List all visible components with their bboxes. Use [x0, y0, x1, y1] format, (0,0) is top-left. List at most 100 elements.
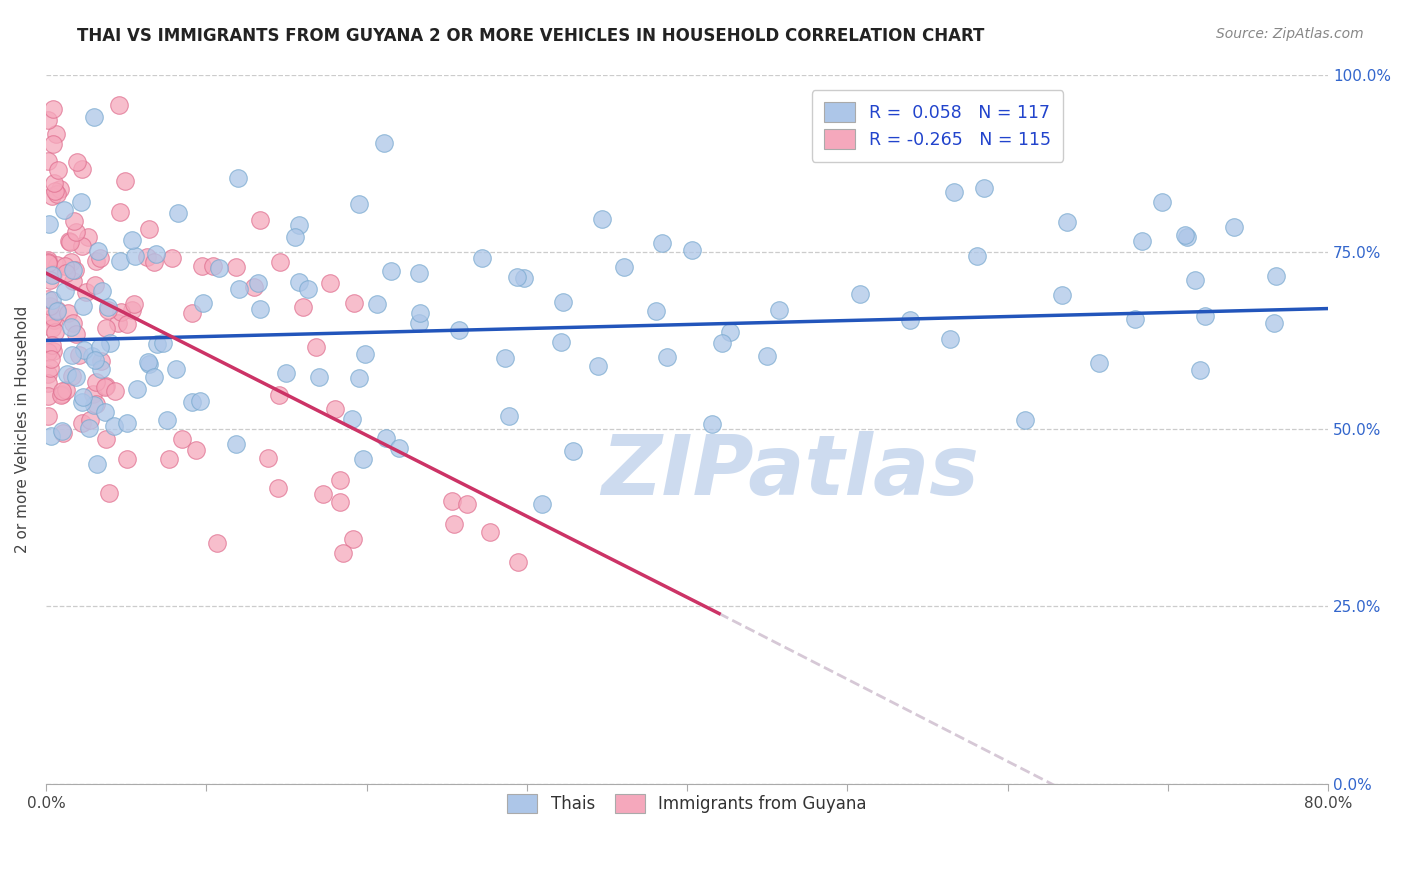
Point [388, 442, 411, 456]
Point [59, 235, 82, 249]
Point [41, 321, 63, 335]
Point [72, 299, 94, 313]
Point [136, 355, 159, 369]
Point [37, 255, 59, 269]
Point [471, 251, 494, 265]
Point [42, 176, 65, 190]
Point [42, 310, 65, 324]
Point [97, 303, 120, 318]
Point [1125, 311, 1147, 326]
Point [898, 312, 921, 326]
Point [63, 214, 86, 228]
Point [191, 295, 214, 310]
Point [62, 274, 84, 288]
Point [96, 433, 118, 447]
Point [143, 254, 166, 268]
Point [48, 162, 70, 177]
Point [269, 254, 291, 268]
Point [1174, 228, 1197, 243]
Point [184, 442, 207, 457]
Point [94, 379, 117, 393]
Point [66, 154, 89, 169]
Point [276, 367, 298, 381]
Point [249, 301, 271, 316]
Point [710, 336, 733, 351]
Point [513, 270, 536, 285]
Point [38, 300, 60, 314]
Point [408, 267, 430, 281]
Point [657, 350, 679, 364]
Point [1152, 194, 1174, 209]
Point [1263, 316, 1285, 330]
Point [380, 264, 402, 278]
Point [38, 217, 60, 231]
Point [90, 362, 112, 376]
Point [58, 234, 80, 248]
Point [70, 195, 93, 210]
Point [531, 497, 554, 511]
Point [768, 303, 790, 318]
Point [305, 340, 328, 354]
Point [208, 260, 231, 275]
Point [115, 416, 138, 430]
Point [110, 304, 132, 318]
Point [98, 335, 121, 350]
Point [440, 493, 463, 508]
Point [53, 259, 76, 273]
Point [323, 402, 346, 417]
Point [943, 185, 966, 199]
Point [84, 278, 107, 293]
Point [49, 388, 72, 402]
Point [366, 297, 388, 311]
Point [1050, 287, 1073, 301]
Point [46, 258, 69, 272]
Legend: Thais, Immigrants from Guyana: Thais, Immigrants from Guyana [496, 782, 879, 825]
Point [46, 303, 69, 318]
Point [756, 349, 779, 363]
Point [342, 296, 364, 310]
Point [89, 251, 111, 265]
Point [62, 316, 84, 330]
Point [257, 450, 280, 465]
Point [146, 337, 169, 351]
Point [143, 370, 166, 384]
Point [60, 319, 83, 334]
Point [329, 473, 352, 487]
Point [56, 367, 79, 381]
Point [90, 285, 112, 299]
Point [373, 136, 395, 151]
Point [45, 186, 67, 201]
Point [157, 451, 180, 466]
Point [505, 269, 527, 284]
Point [42, 102, 65, 116]
Point [37, 292, 59, 306]
Point [84, 352, 107, 367]
Text: Source: ZipAtlas.com: Source: ZipAtlas.com [1216, 27, 1364, 41]
Point [267, 482, 290, 496]
Point [51, 387, 73, 401]
Point [55, 383, 77, 397]
Point [551, 295, 574, 310]
Point [107, 98, 129, 112]
Point [162, 251, 184, 265]
Point [37, 252, 59, 267]
Text: ZIPatlas: ZIPatlas [600, 431, 979, 512]
Point [42, 344, 65, 359]
Point [973, 181, 995, 195]
Point [94, 405, 117, 419]
Point [39, 361, 62, 376]
Point [849, 287, 872, 301]
Point [374, 431, 396, 445]
Point [340, 412, 363, 426]
Point [550, 335, 572, 350]
Point [117, 318, 139, 332]
Point [156, 412, 179, 426]
Point [243, 279, 266, 293]
Point [352, 451, 374, 466]
Point [138, 357, 160, 371]
Point [86, 397, 108, 411]
Point [226, 170, 249, 185]
Point [70, 416, 93, 430]
Point [122, 297, 145, 311]
Point [291, 300, 314, 314]
